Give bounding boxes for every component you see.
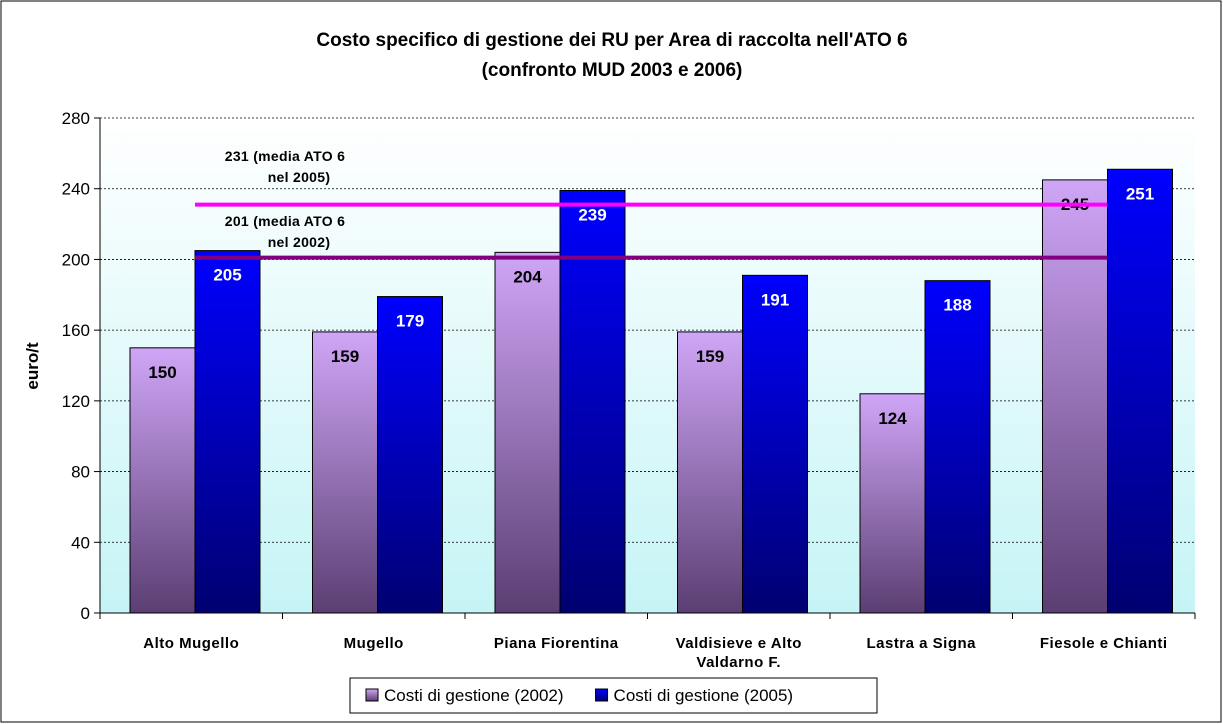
bar: [742, 274, 808, 614]
legend-swatch: [365, 688, 379, 702]
y-tick-label: 40: [71, 533, 90, 552]
value-label: 124: [878, 409, 907, 428]
x-tick-label: Valdisieve e Alto Valdarno F.: [675, 635, 802, 671]
reference-annotation: 231 (media ATO 6: [224, 148, 346, 164]
bar: [494, 251, 561, 614]
bar: [312, 331, 378, 614]
y-tick-label: 240: [62, 180, 90, 199]
legend-swatch: [595, 688, 609, 702]
chart-subtitle: (confronto MUD 2003 e 2006): [482, 60, 743, 81]
value-label: 159: [331, 347, 359, 366]
value-label: 205: [213, 266, 241, 285]
bar: [677, 331, 743, 614]
bar: [194, 250, 261, 614]
bar: [1042, 179, 1108, 614]
bar: [559, 189, 626, 614]
y-tick-label: 120: [62, 392, 90, 411]
reference-annotation: nel 2002): [267, 234, 331, 250]
y-tick-label: 160: [62, 321, 90, 340]
chart-title: Costo specifico di gestione dei RU per A…: [316, 30, 907, 51]
x-tick-label: Mugello: [343, 635, 404, 652]
value-label: 191: [761, 290, 789, 309]
reference-annotation: 201 (media ATO 6: [224, 213, 346, 229]
y-tick-label: 80: [71, 463, 90, 482]
bar: [924, 280, 991, 614]
bar: [859, 393, 926, 614]
legend-label: Costi di gestione (2002): [384, 686, 564, 705]
bar: [377, 296, 443, 614]
legend-box: [349, 677, 878, 714]
x-tick-label: Lastra a Signa: [866, 635, 977, 652]
x-tick-label: Piana Fiorentina: [493, 635, 619, 652]
plot-area: [100, 118, 1195, 613]
value-label: 251: [1126, 184, 1154, 203]
x-tick-label: Alto Mugello: [143, 635, 240, 652]
value-label: 179: [396, 312, 424, 331]
legend-label: Costi di gestione (2005): [614, 686, 794, 705]
value-label: 204: [513, 267, 542, 286]
y-tick-label: 0: [81, 604, 90, 623]
y-axis-label: euro/t: [23, 342, 42, 390]
legend: Costi di gestione (2002) Costi di gestion…: [349, 677, 878, 714]
y-tick-label: 200: [62, 250, 90, 269]
y-tick-label: 280: [62, 109, 90, 128]
value-label: 239: [578, 205, 606, 224]
value-label: 159: [696, 347, 724, 366]
bar: [129, 347, 196, 614]
reference-annotation: nel 2005): [267, 169, 331, 185]
value-label: 188: [943, 296, 971, 315]
x-tick-label: Fiesole e Chianti: [1039, 635, 1168, 652]
value-label: 150: [148, 363, 176, 382]
bar: [1107, 168, 1173, 614]
